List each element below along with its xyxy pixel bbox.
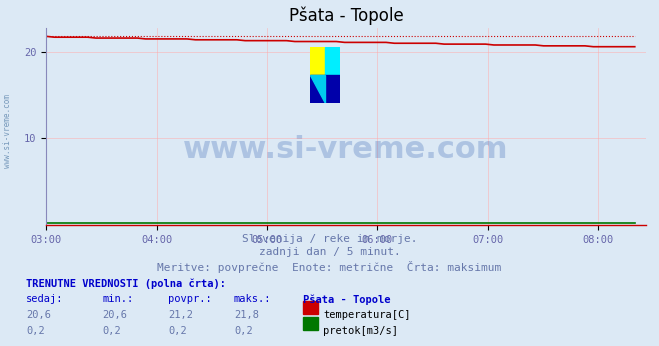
Text: pretok[m3/s]: pretok[m3/s] xyxy=(323,326,398,336)
Text: 20,6: 20,6 xyxy=(26,310,51,320)
Text: 0,2: 0,2 xyxy=(102,326,121,336)
Text: 21,8: 21,8 xyxy=(234,310,259,320)
Text: 21,2: 21,2 xyxy=(168,310,193,320)
Text: www.si-vreme.com: www.si-vreme.com xyxy=(183,135,509,164)
Text: Slovenija / reke in morje.: Slovenija / reke in morje. xyxy=(242,234,417,244)
Text: Pšata - Topole: Pšata - Topole xyxy=(303,294,391,304)
Text: TRENUTNE VREDNOSTI (polna črta):: TRENUTNE VREDNOSTI (polna črta): xyxy=(26,279,226,289)
Text: 20,6: 20,6 xyxy=(102,310,127,320)
Text: maks.:: maks.: xyxy=(234,294,272,304)
Text: temperatura[C]: temperatura[C] xyxy=(323,310,411,320)
Text: 0,2: 0,2 xyxy=(168,326,186,336)
Text: zadnji dan / 5 minut.: zadnji dan / 5 minut. xyxy=(258,247,401,257)
Text: Meritve: povprečne  Enote: metrične  Črta: maksimum: Meritve: povprečne Enote: metrične Črta:… xyxy=(158,261,501,273)
Text: povpr.:: povpr.: xyxy=(168,294,212,304)
Text: min.:: min.: xyxy=(102,294,133,304)
Text: 0,2: 0,2 xyxy=(234,326,252,336)
Text: www.si-vreme.com: www.si-vreme.com xyxy=(3,94,13,169)
Text: sedaj:: sedaj: xyxy=(26,294,64,304)
Text: 0,2: 0,2 xyxy=(26,326,45,336)
Title: Pšata - Topole: Pšata - Topole xyxy=(289,6,403,25)
